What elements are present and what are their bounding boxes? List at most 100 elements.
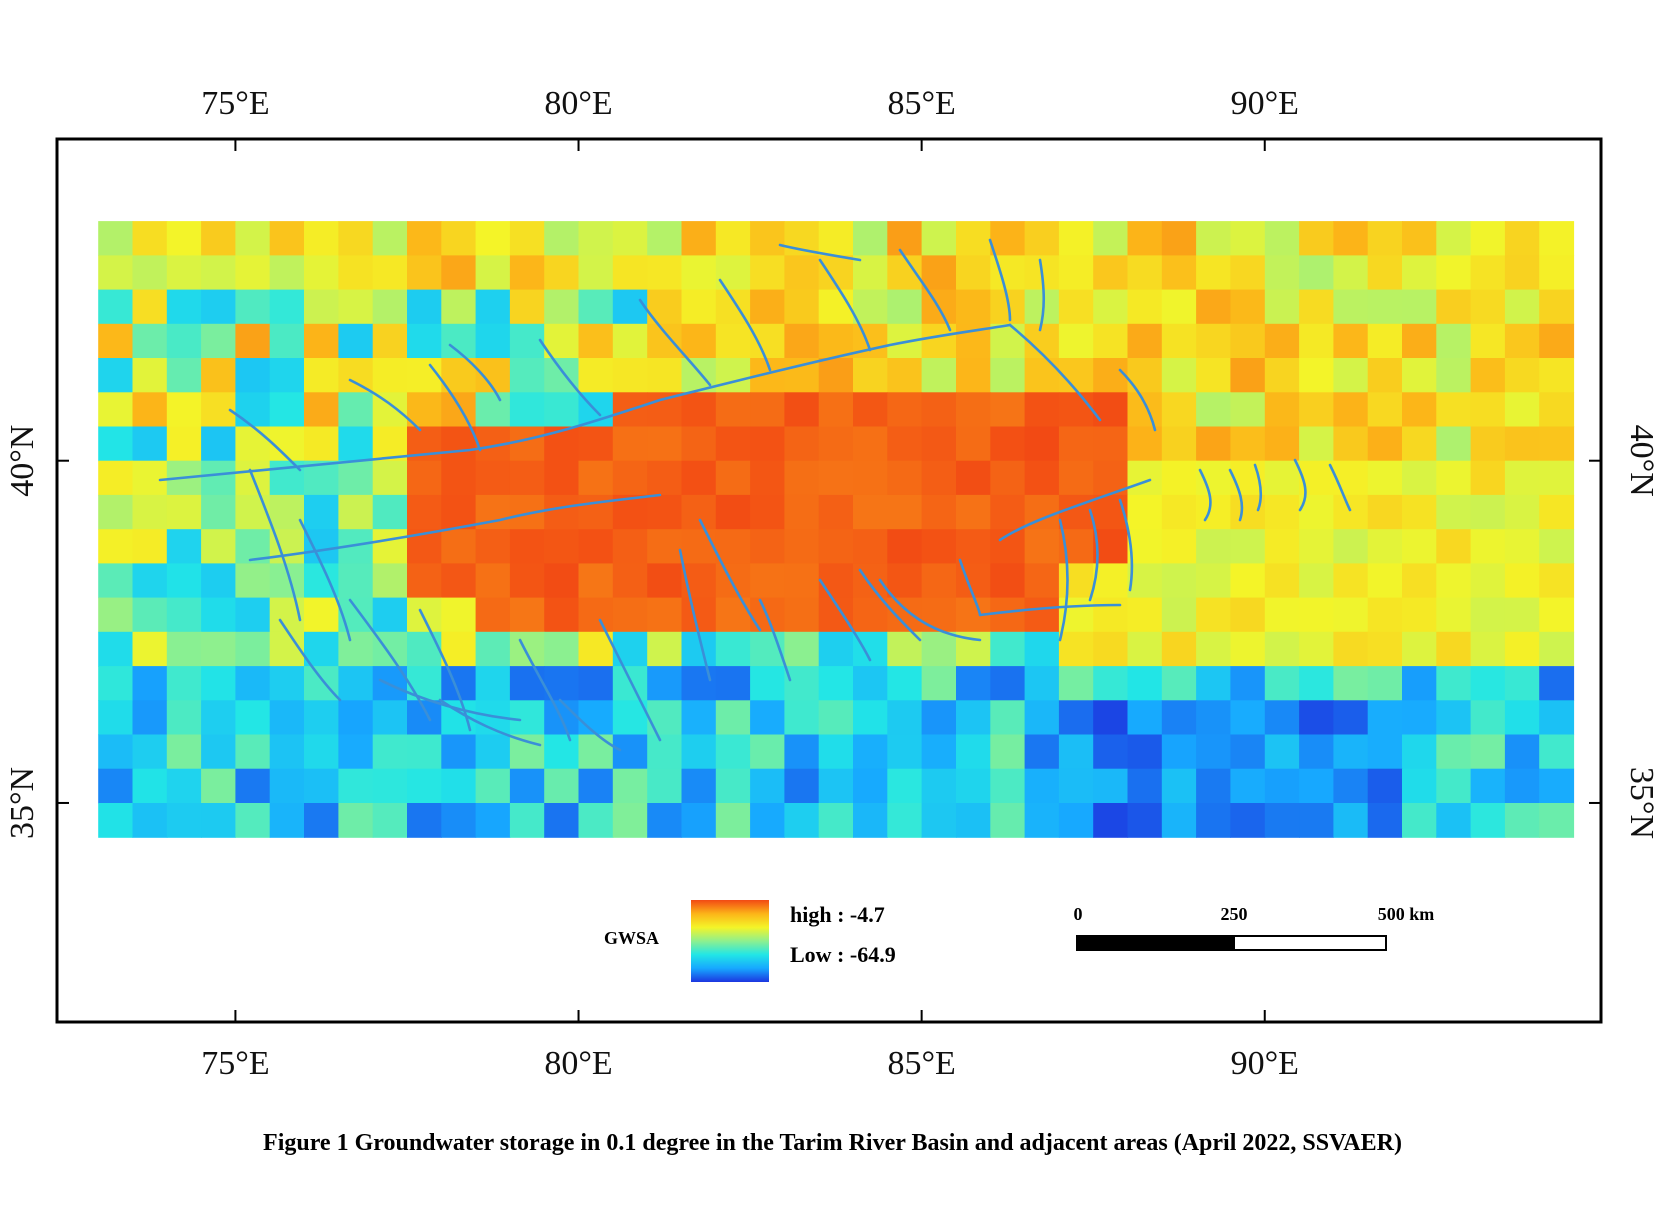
raster-cell (818, 426, 854, 462)
raster-cell (1299, 426, 1334, 462)
raster-cell (1264, 734, 1300, 770)
raster-cell (1504, 289, 1540, 325)
raster-cell (372, 734, 408, 770)
raster-cell (304, 768, 339, 804)
raster-cell (1470, 392, 1506, 428)
raster-cell (235, 700, 271, 736)
raster-cell (921, 700, 957, 736)
raster-cell (201, 221, 236, 256)
raster-cell (1333, 631, 1369, 667)
graticule-ticks (57, 139, 1601, 1022)
raster-cell (1196, 460, 1231, 496)
raster-cell (1402, 700, 1437, 736)
raster-cell (1539, 563, 1575, 599)
raster-cell (441, 529, 477, 564)
raster-cell (1299, 734, 1334, 770)
raster-cell (956, 803, 991, 838)
raster-cell (612, 803, 648, 838)
raster-cell (98, 563, 134, 599)
raster-cell (1024, 221, 1060, 256)
raster-cell (750, 803, 785, 838)
raster-cell (166, 631, 202, 667)
raster-cell (304, 255, 339, 291)
raster-cell (1024, 392, 1060, 428)
raster-cell (201, 289, 236, 325)
raster-cell (750, 323, 785, 359)
raster-cell (578, 358, 614, 393)
raster-cell (509, 323, 545, 359)
raster-cell (647, 494, 683, 530)
raster-cell (956, 221, 991, 256)
raster-cell (1024, 700, 1060, 736)
river-tributary (1118, 368, 1157, 432)
raster-cell (818, 734, 854, 770)
raster-cell (475, 221, 511, 256)
raster-cell (544, 631, 580, 667)
raster-cell (1367, 392, 1403, 428)
raster-cell (338, 289, 374, 325)
gwsa-legend: GWSA high : -4.7 Low : -64.9 (604, 900, 896, 982)
raster-cell (269, 734, 305, 770)
raster-cell (715, 768, 751, 804)
left-lat-label-40: 40°N (4, 425, 41, 497)
raster-cell (681, 768, 717, 804)
raster-cell (304, 323, 339, 359)
raster-cell (1367, 529, 1403, 564)
raster-cell (1367, 358, 1403, 393)
raster-cell (509, 597, 545, 633)
raster-cell (1333, 289, 1369, 325)
raster-cell (1024, 666, 1060, 701)
raster-cell (784, 358, 820, 393)
raster-cell (1504, 529, 1540, 564)
raster-cell (1264, 460, 1300, 496)
raster-cell (715, 631, 751, 667)
raster-cell (784, 529, 820, 564)
raster-cell (201, 631, 236, 667)
raster-cell (338, 460, 374, 496)
raster-cell (441, 426, 477, 462)
raster-cell (1230, 631, 1266, 667)
raster-cell (681, 289, 717, 325)
raster-cell (407, 631, 442, 667)
raster-cell (1093, 426, 1129, 462)
river-tributary (448, 343, 502, 402)
raster-cell (1436, 392, 1472, 428)
raster-cell (1504, 255, 1540, 291)
raster-cell (818, 563, 854, 599)
raster-cell (1504, 323, 1540, 359)
raster-cell (612, 323, 648, 359)
raster-cell (1436, 666, 1472, 701)
raster-cell (1058, 255, 1094, 291)
raster-cell (1333, 700, 1369, 736)
raster-cell (921, 460, 957, 496)
raster-cell (647, 255, 683, 291)
raster-cell (1333, 323, 1369, 359)
raster-cell (647, 803, 683, 838)
raster-cell (166, 666, 202, 701)
raster-cell (166, 563, 202, 599)
raster-cell (1196, 563, 1231, 599)
raster-cell (887, 734, 923, 770)
raster-cell (338, 631, 374, 667)
raster-cell (715, 563, 751, 599)
raster-cell (784, 768, 820, 804)
river-tributary (818, 258, 872, 352)
raster-cell (1299, 666, 1334, 701)
river-tributary (1058, 518, 1069, 642)
raster-cell (1436, 494, 1472, 530)
raster-cell (235, 358, 271, 393)
raster-cell (1230, 289, 1266, 325)
raster-cell (750, 529, 785, 564)
raster-cell (544, 734, 580, 770)
raster-cell (612, 529, 648, 564)
raster-cell (1436, 255, 1472, 291)
raster-cell (441, 460, 477, 496)
raster-cell (1333, 597, 1369, 633)
raster-cell (1470, 563, 1506, 599)
raster-cell (235, 426, 271, 462)
raster-cell (1230, 597, 1266, 633)
raster-cell (1333, 768, 1369, 804)
raster-cell (853, 666, 888, 701)
raster-cell (509, 460, 545, 496)
raster-cell (166, 700, 202, 736)
